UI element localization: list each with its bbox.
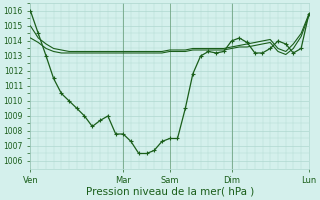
X-axis label: Pression niveau de la mer( hPa ): Pression niveau de la mer( hPa ) <box>85 187 254 197</box>
